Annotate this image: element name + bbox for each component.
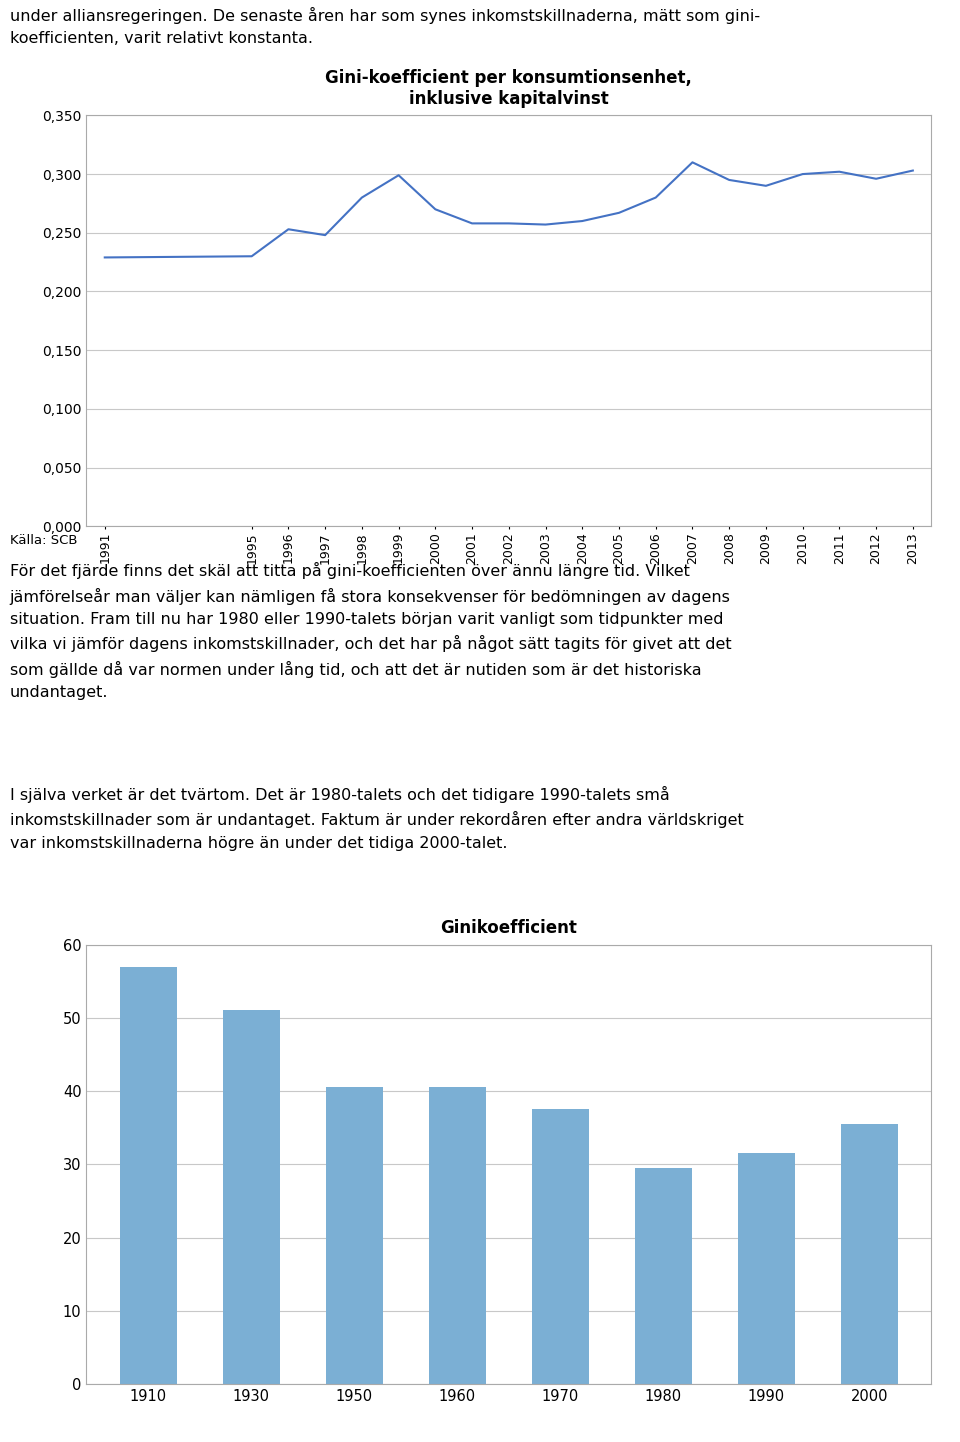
Text: För det fjärde finns det skäl att titta på gini-koefficienten över ännu längre t: För det fjärde finns det skäl att titta … — [10, 562, 732, 699]
Text: I själva verket är det tvärtom. Det är 1980-talets och det tidigare 1990-talets : I själva verket är det tvärtom. Det är 1… — [10, 786, 743, 851]
Text: under alliansregeringen. De senaste åren har som synes inkomstskillnaderna, mätt: under alliansregeringen. De senaste åren… — [10, 7, 759, 46]
Bar — [841, 1125, 898, 1384]
Bar — [326, 1087, 383, 1384]
Bar — [429, 1087, 486, 1384]
Bar — [738, 1154, 795, 1384]
Title: Ginikoefficient: Ginikoefficient — [441, 920, 577, 937]
Bar — [223, 1011, 279, 1384]
Bar — [120, 966, 177, 1384]
Title: Gini-koefficient per konsumtionsenhet,
inklusive kapitalvinst: Gini-koefficient per konsumtionsenhet, i… — [325, 69, 692, 108]
Bar — [635, 1168, 691, 1384]
Text: Källa: SCB: Källa: SCB — [10, 534, 77, 548]
Bar — [532, 1109, 588, 1384]
